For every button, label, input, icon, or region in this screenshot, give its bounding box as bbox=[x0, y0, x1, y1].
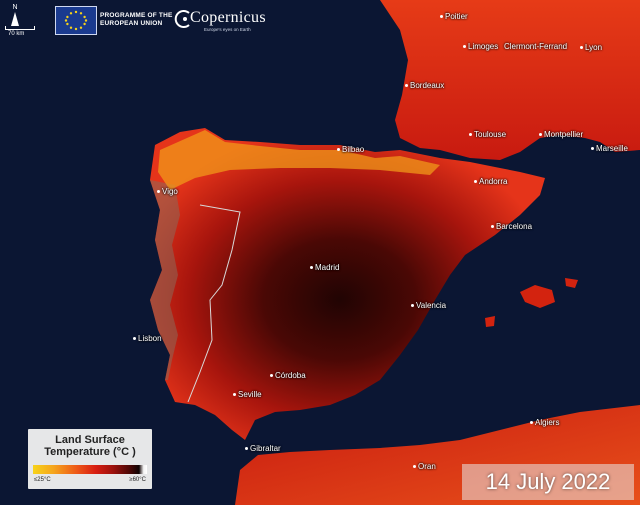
city-montpellier: Montpellier bbox=[538, 130, 584, 139]
copernicus-logo-icon bbox=[174, 10, 190, 28]
city-vigo: Vigo bbox=[157, 187, 178, 196]
temperature-legend: Land Surface Temperature (°C ) ≤25°C ≥60… bbox=[28, 429, 152, 489]
city-seville: Seville bbox=[233, 390, 262, 399]
balearic-islands bbox=[485, 278, 578, 327]
eu-programme-text: PROGRAMME OF THE EUROPEAN UNION bbox=[100, 12, 173, 28]
legend-color-bar bbox=[33, 465, 147, 474]
portugal-border bbox=[187, 204, 241, 403]
city-oran: Oran bbox=[413, 462, 436, 471]
legend-min-label: ≤25°C bbox=[34, 477, 51, 483]
legend-title-line1: Land Surface bbox=[55, 434, 125, 446]
legend-title: Land Surface Temperature (°C ) bbox=[28, 434, 152, 458]
north-arrow-icon bbox=[11, 12, 19, 26]
legend-max-label: ≥60°C bbox=[129, 477, 146, 483]
north-arrow: N bbox=[8, 4, 22, 26]
city-andorra: Andorra bbox=[473, 177, 508, 186]
eu-programme-line2: EUROPEAN UNION bbox=[100, 20, 163, 27]
city-algiers: Algiers bbox=[529, 418, 560, 427]
city-toulouse: Toulouse bbox=[468, 130, 507, 139]
city-valencia: Valencia bbox=[410, 301, 447, 310]
north-coast-band bbox=[158, 130, 440, 190]
scale-label: 70 km bbox=[8, 31, 25, 37]
legend-title-line2: Temperature (°C ) bbox=[44, 446, 136, 458]
city-limoges: Limoges bbox=[462, 42, 499, 51]
city-lisbon: Lisbon bbox=[133, 334, 162, 343]
north-label: N bbox=[12, 4, 18, 11]
city-barcelona: Barcelona bbox=[490, 222, 533, 231]
city-bilbao: Bilbao bbox=[336, 145, 365, 154]
city-marseille: Marseille bbox=[590, 144, 629, 153]
date-label: 14 July 2022 bbox=[462, 464, 634, 500]
city-lyon: Lyon bbox=[579, 43, 603, 52]
copernicus-logo-text: Copernicus bbox=[190, 9, 266, 26]
copernicus-tagline: Europe's eyes on Earth bbox=[204, 27, 251, 32]
city-gibraltar: Gibraltar bbox=[245, 444, 281, 453]
portugal-coast bbox=[150, 180, 180, 380]
scale-bar bbox=[5, 26, 35, 30]
city-bordeaux: Bordeaux bbox=[404, 81, 445, 90]
iberia-landmass bbox=[150, 128, 545, 440]
france-landmass bbox=[380, 0, 640, 160]
city-cordoba: Córdoba bbox=[270, 371, 306, 380]
city-clermont-ferrand: Clermont-Ferrand bbox=[504, 42, 568, 51]
eu-flag-icon bbox=[55, 6, 97, 35]
city-madrid: Madrid bbox=[309, 263, 340, 272]
eu-programme-line1: PROGRAMME OF THE bbox=[100, 12, 173, 19]
city-poitier: Poitier bbox=[440, 12, 468, 21]
